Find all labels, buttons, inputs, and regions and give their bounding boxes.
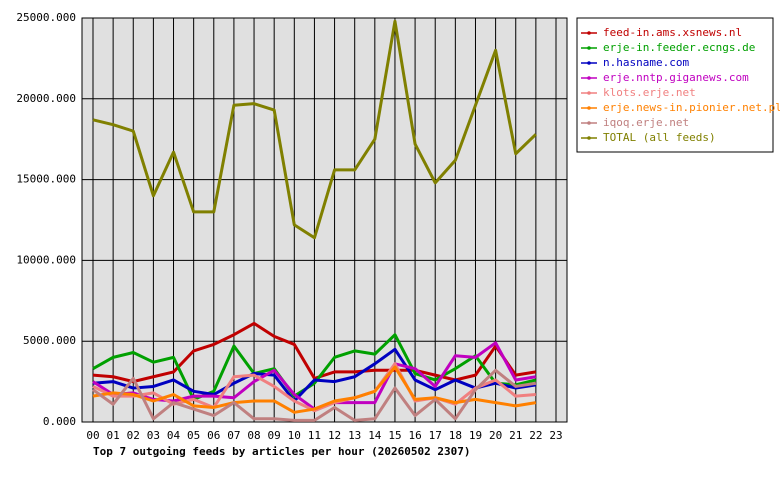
legend-box bbox=[576, 17, 774, 153]
x-tick-label: 11 bbox=[308, 429, 321, 442]
legend-label: erje-in.feeder.ecngs.de bbox=[603, 41, 755, 54]
plot-border bbox=[81, 17, 568, 423]
series-line bbox=[92, 365, 537, 414]
x-tick-label: 07 bbox=[227, 429, 240, 442]
legend-label: TOTAL (all feeds) bbox=[603, 131, 716, 144]
x-tick-label: 22 bbox=[529, 429, 542, 442]
legend-marker bbox=[587, 136, 591, 140]
series-line bbox=[92, 347, 537, 403]
y-tick-label: 20000.000 bbox=[16, 92, 76, 105]
x-tick-label: 12 bbox=[328, 429, 341, 442]
x-tick-label: 23 bbox=[549, 429, 562, 442]
x-tick-label: 21 bbox=[509, 429, 522, 442]
x-tick-label: 14 bbox=[368, 429, 382, 442]
legend-marker bbox=[587, 106, 591, 110]
x-tick-label: 04 bbox=[167, 429, 181, 442]
series-line bbox=[92, 333, 537, 401]
legend-marker bbox=[587, 31, 591, 35]
x-tick-label: 01 bbox=[107, 429, 120, 442]
plot-area bbox=[82, 18, 567, 422]
legend-label: iqoq.erje.net bbox=[603, 116, 689, 129]
x-tick-label: 02 bbox=[127, 429, 140, 442]
x-tick-label: 05 bbox=[187, 429, 200, 442]
x-tick-label: 09 bbox=[268, 429, 281, 442]
x-tick-label: 06 bbox=[207, 429, 220, 442]
legend-marker bbox=[587, 91, 591, 95]
y-tick-label: 5000.000 bbox=[23, 334, 76, 347]
y-tick-label: 10000.000 bbox=[16, 253, 76, 266]
x-tick-label: 08 bbox=[247, 429, 260, 442]
legend-marker bbox=[587, 61, 591, 65]
x-tick-label: 19 bbox=[469, 429, 482, 442]
x-tick-label: 15 bbox=[388, 429, 401, 442]
x-tick-label: 03 bbox=[147, 429, 160, 442]
legend-label: klots.erje.net bbox=[603, 86, 696, 99]
x-tick-label: 13 bbox=[348, 429, 361, 442]
y-tick-label: 15000.000 bbox=[16, 173, 76, 186]
legend-marker bbox=[587, 76, 591, 80]
legend-marker bbox=[587, 46, 591, 50]
x-tick-label: 10 bbox=[288, 429, 301, 442]
series-line bbox=[92, 368, 537, 422]
series-line bbox=[92, 321, 537, 384]
y-tick-label: 25000.000 bbox=[16, 11, 76, 24]
legend-label: erje.news-in.pionier.net.pl bbox=[603, 101, 780, 114]
x-tick-label: 16 bbox=[408, 429, 421, 442]
x-tick-label: 18 bbox=[449, 429, 462, 442]
x-tick-label: 00 bbox=[86, 429, 99, 442]
legend-label: n.hasname.com bbox=[603, 56, 689, 69]
y-tick-label: 0.000 bbox=[43, 415, 76, 428]
x-tick-label: 20 bbox=[489, 429, 502, 442]
series-line bbox=[92, 19, 537, 240]
legend-label: feed-in.ams.xsnews.nl bbox=[603, 26, 742, 39]
series-line bbox=[92, 362, 536, 413]
x-tick-label: 17 bbox=[429, 429, 442, 442]
legend-label: erje.nntp.giganews.com bbox=[603, 71, 749, 84]
chart-title: Top 7 outgoing feeds by articles per hou… bbox=[93, 445, 471, 458]
legend-marker bbox=[587, 121, 591, 125]
